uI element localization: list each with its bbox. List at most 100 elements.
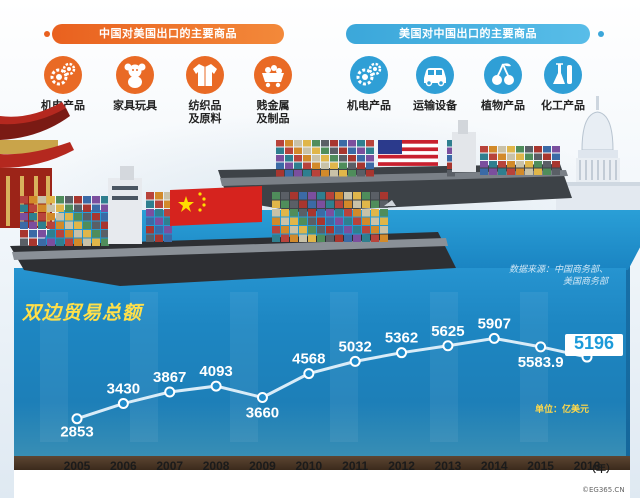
shipping-container — [29, 221, 37, 229]
shipping-container — [507, 168, 515, 175]
shipping-container — [299, 217, 307, 225]
shipping-container — [29, 230, 37, 238]
shipping-container — [294, 162, 302, 169]
shipping-container — [294, 155, 302, 162]
shipping-container — [339, 170, 347, 177]
shipping-container — [272, 217, 280, 225]
shipping-container — [155, 209, 163, 217]
shipping-container — [101, 196, 109, 204]
shipping-container — [276, 155, 284, 162]
shipping-container — [543, 161, 551, 168]
shipping-container — [543, 168, 551, 175]
shipping-container — [47, 238, 55, 246]
shipping-container — [47, 221, 55, 229]
shipping-container — [272, 234, 280, 242]
shipping-container — [101, 221, 109, 229]
shipping-container — [285, 147, 293, 154]
shipping-container — [344, 200, 352, 208]
shipping-container — [299, 234, 307, 242]
shipping-container — [83, 238, 91, 246]
shipping-container — [498, 146, 506, 153]
shipping-container — [294, 147, 302, 154]
value-label: 5907 — [478, 315, 511, 332]
shipping-container — [285, 140, 293, 147]
shipping-container — [146, 200, 154, 208]
shipping-container — [101, 213, 109, 221]
shipping-container — [92, 196, 100, 204]
shipping-container — [447, 155, 455, 162]
shipping-container — [65, 213, 73, 221]
shipping-container — [525, 153, 533, 160]
shipping-container — [20, 213, 28, 221]
sweater-icon — [193, 64, 217, 86]
shipping-container — [74, 238, 82, 246]
shipping-container — [339, 147, 347, 154]
shipping-container — [516, 153, 524, 160]
shipping-container — [276, 140, 284, 147]
shipping-container — [357, 170, 365, 177]
value-label: 3430 — [107, 381, 140, 398]
shipping-container — [272, 226, 280, 234]
shipping-container — [516, 168, 524, 175]
shipping-container — [326, 192, 334, 200]
shipping-container — [74, 204, 82, 212]
shipping-container — [83, 196, 91, 204]
china-product-textiles: 纺织品 及原料 — [174, 56, 236, 125]
shipping-container — [317, 209, 325, 217]
shipping-container — [330, 162, 338, 169]
shipping-container — [371, 217, 379, 225]
data-source-note: 数据来源：中国商务部、 美国商务部 — [508, 265, 608, 287]
shipping-container — [272, 192, 280, 200]
shipping-container — [312, 147, 320, 154]
year-tick-label: 2005 — [64, 459, 91, 473]
year-tick-label: 2015 — [527, 459, 554, 473]
shipping-container — [507, 153, 515, 160]
shipping-container — [290, 226, 298, 234]
shipping-container — [92, 204, 100, 212]
shipping-container — [480, 153, 488, 160]
shipping-container — [330, 155, 338, 162]
unit-label: 单位：亿美元 — [535, 405, 590, 415]
shipping-container — [299, 200, 307, 208]
shipping-container — [164, 209, 172, 217]
shipping-container — [65, 221, 73, 229]
capitol-building-illustration — [556, 96, 640, 220]
shipping-container — [47, 230, 55, 238]
shipping-container — [552, 168, 560, 175]
chart-title: 双边贸易总额 — [22, 302, 143, 324]
shipping-container — [312, 140, 320, 147]
shipping-container — [146, 192, 154, 200]
shipping-container — [366, 162, 374, 169]
shipping-container — [276, 162, 284, 169]
data-point — [71, 413, 83, 425]
gears-icon — [50, 62, 76, 86]
year-tick-label: 2008 — [203, 459, 230, 473]
shipping-container — [65, 230, 73, 238]
value-label: 3867 — [153, 369, 186, 386]
shipping-container — [335, 226, 343, 234]
shipping-container — [353, 200, 361, 208]
shipping-container — [507, 161, 515, 168]
shipping-container — [20, 204, 28, 212]
shipping-container — [281, 234, 289, 242]
shipping-container — [357, 162, 365, 169]
shipping-container — [480, 168, 488, 175]
us-product-transport: 运输设备 — [404, 56, 466, 112]
shipping-container — [308, 192, 316, 200]
year-tick-label: 2010 — [295, 459, 322, 473]
shipping-container — [362, 200, 370, 208]
shipping-container — [290, 217, 298, 225]
teddy-bear-icon — [124, 63, 146, 88]
product-label: 运输设备 — [413, 99, 457, 112]
shipping-container — [20, 221, 28, 229]
shipping-container — [534, 168, 542, 175]
shipping-container — [339, 162, 347, 169]
us-product-chemicals: 化工产品 — [532, 56, 594, 112]
shipping-container — [344, 209, 352, 217]
shipping-container — [507, 146, 515, 153]
shipping-container — [155, 217, 163, 225]
watermark: ©EG365.CN — [582, 486, 625, 494]
us-product-plants: 植物产品 — [472, 56, 534, 112]
shipping-container — [303, 162, 311, 169]
